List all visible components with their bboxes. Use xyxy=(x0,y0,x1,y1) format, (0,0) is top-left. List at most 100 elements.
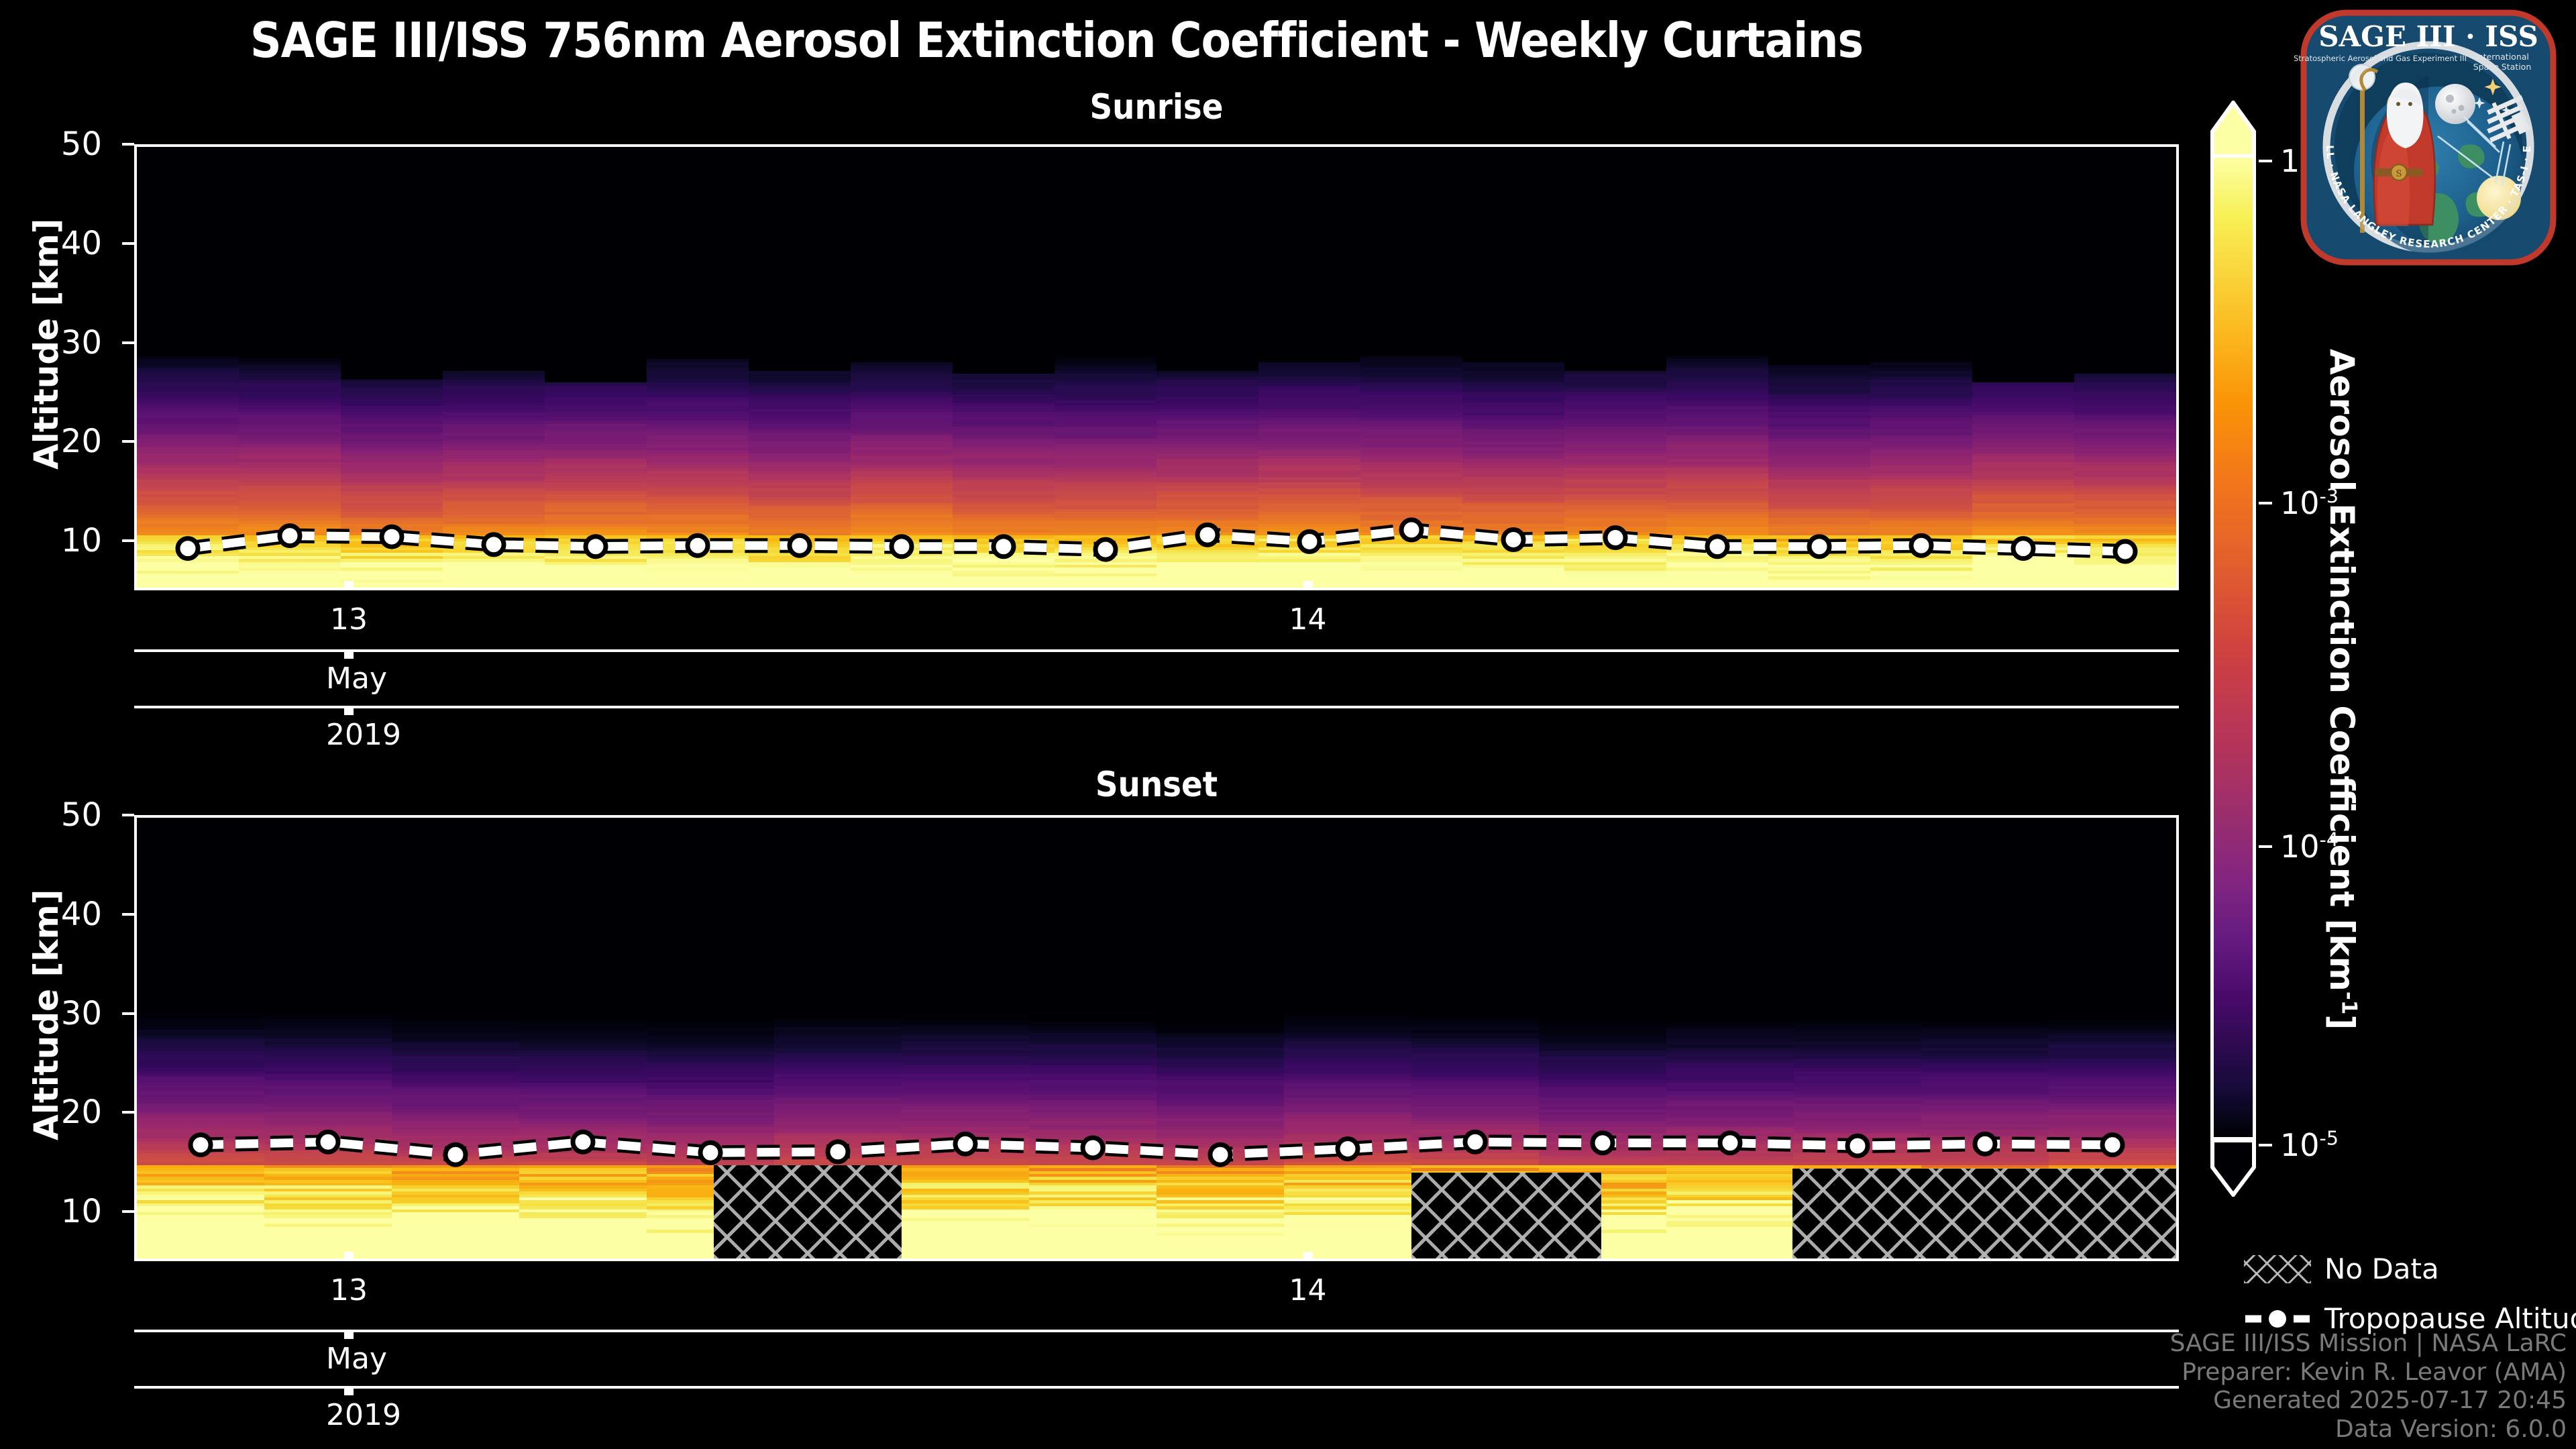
curtain-altitude-band xyxy=(443,390,545,394)
curtain-altitude-band xyxy=(341,191,443,195)
curtain-altitude-band xyxy=(341,578,443,583)
curtain-altitude-band xyxy=(341,261,443,266)
curtain-altitude-band xyxy=(137,370,239,374)
curtain-altitude-band xyxy=(443,252,545,257)
curtain-altitude-band xyxy=(341,308,443,313)
curtain-altitude-band xyxy=(137,194,239,198)
curtain-altitude-band xyxy=(545,576,647,580)
curtain-altitude-band xyxy=(443,164,545,168)
curtain-altitude-band xyxy=(443,584,545,588)
curtain-altitude-band xyxy=(1258,258,1360,262)
curtain-altitude-band xyxy=(239,214,341,219)
curtain-altitude-band xyxy=(749,208,851,213)
curtain-altitude-band xyxy=(1258,426,1360,430)
curtain-altitude-band xyxy=(1258,326,1360,330)
curtain-altitude-band xyxy=(341,567,443,571)
curtain-altitude-band xyxy=(137,256,239,260)
curtain-altitude-band xyxy=(443,496,545,500)
curtain-altitude-band xyxy=(239,152,341,157)
curtain-altitude-band xyxy=(1157,358,1258,362)
curtain-altitude-band xyxy=(749,578,851,583)
curtain-altitude-band xyxy=(341,364,443,368)
curtain-altitude-band xyxy=(1157,164,1258,168)
curtain-altitude-band xyxy=(953,179,1055,183)
curtain-altitude-band xyxy=(1055,417,1157,421)
curtain-altitude-band xyxy=(1157,337,1258,342)
curtain-altitude-band xyxy=(341,156,443,160)
curtain-altitude-band xyxy=(953,358,1055,362)
curtain-altitude-band xyxy=(953,382,1055,386)
curtain-altitude-band xyxy=(1360,478,1462,483)
sunset-panel-title: Sunset xyxy=(1095,765,1218,805)
curtain-altitude-band xyxy=(953,508,1055,513)
curtain-altitude-band xyxy=(1055,437,1157,441)
curtain-altitude-band xyxy=(1258,276,1360,280)
curtain-altitude-band xyxy=(647,267,749,271)
curtain-altitude-band xyxy=(1055,299,1157,304)
curtain-altitude-band xyxy=(749,384,851,389)
sunrise-curtain-plot[interactable] xyxy=(134,144,2179,590)
curtain-altitude-band xyxy=(341,520,443,524)
curtain-altitude-band xyxy=(953,343,1055,347)
curtain-altitude-band xyxy=(1055,499,1157,503)
curtain-altitude-band xyxy=(545,408,647,413)
curtain-altitude-band xyxy=(953,511,1055,515)
curtain-altitude-band xyxy=(1157,431,1258,436)
curtain-altitude-band xyxy=(137,464,239,468)
curtain-altitude-band xyxy=(239,399,341,404)
curtain-altitude-band xyxy=(545,376,647,380)
sunset-curtain-plot[interactable] xyxy=(134,815,2179,1261)
curtain-altitude-band xyxy=(1360,576,1462,580)
curtain-altitude-band xyxy=(647,250,749,254)
curtain-altitude-band xyxy=(647,379,749,383)
curtain-altitude-band xyxy=(443,329,545,333)
curtain-altitude-band xyxy=(1055,531,1157,536)
curtain-altitude-band xyxy=(239,256,341,260)
curtain-altitude-band xyxy=(137,252,239,257)
curtain-altitude-band xyxy=(545,158,647,162)
curtain-altitude-band xyxy=(953,237,1055,242)
curtain-altitude-band xyxy=(137,241,239,245)
curtain-altitude-band xyxy=(1157,211,1258,215)
curtain-altitude-band xyxy=(953,364,1055,368)
curtain-altitude-band xyxy=(239,311,341,315)
curtain-altitude-band xyxy=(1055,331,1157,336)
curtain-altitude-band xyxy=(851,517,953,521)
curtain-altitude-band xyxy=(239,235,341,239)
curtain-altitude-band xyxy=(851,182,953,186)
curtain-altitude-band xyxy=(647,158,749,162)
curtain-altitude-band xyxy=(341,490,443,494)
curtain-altitude-band xyxy=(545,244,647,248)
curtain-altitude-band xyxy=(239,337,341,342)
curtain-altitude-band xyxy=(239,150,341,154)
curtain-altitude-band xyxy=(749,147,851,151)
tropopause-marker xyxy=(583,534,608,559)
curtain-altitude-band xyxy=(1157,482,1258,486)
curtain-altitude-band xyxy=(239,390,341,394)
sunrise-xaxis-month-rule xyxy=(134,706,2179,708)
curtain-altitude-band xyxy=(1360,473,1462,477)
curtain-altitude-band xyxy=(545,502,647,506)
curtain-altitude-band xyxy=(953,282,1055,286)
curtain-altitude-band xyxy=(953,431,1055,436)
curtain-altitude-band xyxy=(749,441,851,445)
curtain-altitude-band xyxy=(851,390,953,394)
curtain-altitude-band xyxy=(137,578,239,583)
curtain-altitude-band xyxy=(137,170,239,174)
curtain-altitude-band xyxy=(647,443,749,447)
curtain-altitude-band xyxy=(443,188,545,192)
curtain-altitude-band xyxy=(137,388,239,392)
curtain-altitude-band xyxy=(953,350,1055,354)
curtain-altitude-band xyxy=(545,405,647,409)
curtain-altitude-band xyxy=(1360,582,1462,586)
curtain-altitude-band xyxy=(137,350,239,354)
curtain-altitude-band xyxy=(239,320,341,324)
curtain-altitude-band xyxy=(137,308,239,313)
curtain-altitude-band xyxy=(239,461,341,466)
curtain-altitude-band xyxy=(1055,496,1157,500)
curtain-altitude-band xyxy=(341,382,443,386)
curtain-altitude-band xyxy=(1055,305,1157,309)
curtain-altitude-band xyxy=(239,191,341,195)
curtain-altitude-band xyxy=(341,411,443,415)
curtain-altitude-band xyxy=(341,584,443,588)
